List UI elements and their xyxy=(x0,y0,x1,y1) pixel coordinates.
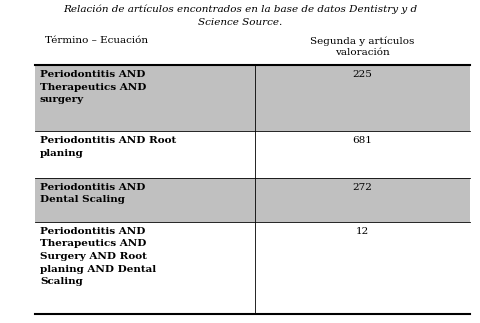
Text: Relación de artículos encontrados en la base de datos Dentistry y d: Relación de artículos encontrados en la … xyxy=(63,4,417,14)
Text: 272: 272 xyxy=(353,183,372,192)
Text: Science Source.: Science Source. xyxy=(198,18,282,27)
Text: Término – Ecuación: Término – Ecuación xyxy=(45,36,148,45)
Text: Periodontitis AND Root
planing: Periodontitis AND Root planing xyxy=(40,136,176,158)
Bar xyxy=(35,178,470,222)
Text: Periodontitis AND
Therapeutics AND
surgery: Periodontitis AND Therapeutics AND surge… xyxy=(40,70,146,104)
Bar xyxy=(35,65,470,131)
Text: valoración: valoración xyxy=(335,48,390,57)
Text: Periodontitis AND
Dental Scaling: Periodontitis AND Dental Scaling xyxy=(40,183,145,204)
Text: 12: 12 xyxy=(356,227,369,236)
Text: 225: 225 xyxy=(353,70,372,79)
Text: Segunda y artículos: Segunda y artículos xyxy=(310,36,415,46)
Text: Periodontitis AND
Therapeutics AND
Surgery AND Root
planing AND Dental
Scaling: Periodontitis AND Therapeutics AND Surge… xyxy=(40,227,156,286)
Text: 681: 681 xyxy=(353,136,372,145)
